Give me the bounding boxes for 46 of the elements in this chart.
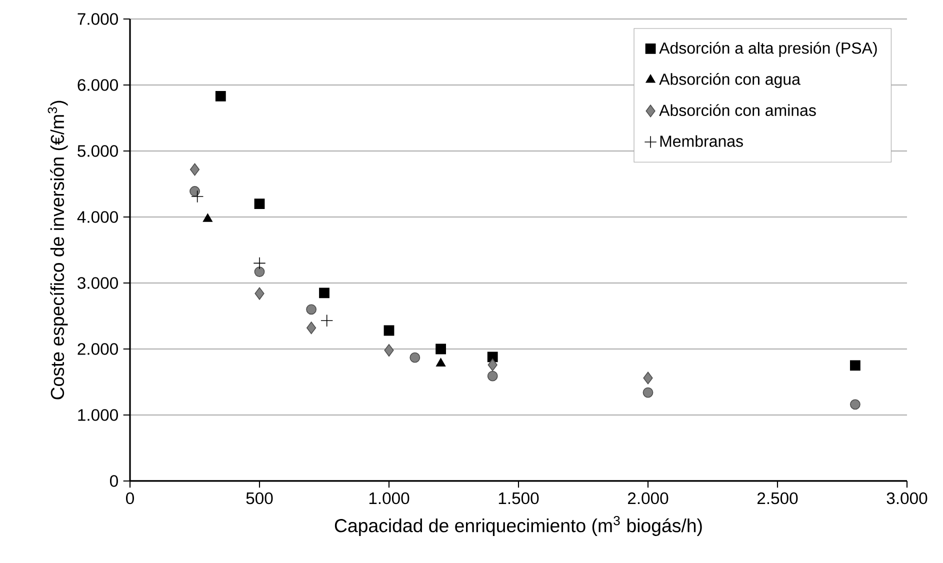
- point: [306, 304, 317, 315]
- point: [410, 352, 420, 363]
- point: [487, 370, 498, 382]
- x-tick-label: 1.000: [369, 492, 410, 504]
- legend-label: Membranas: [660, 135, 743, 147]
- x-tick-label: 3.000: [886, 492, 928, 504]
- point: [190, 186, 200, 196]
- point: [320, 314, 334, 327]
- point: [254, 266, 265, 277]
- point: [850, 360, 860, 371]
- point: [306, 322, 316, 334]
- y-tick-label: 1.000: [78, 409, 118, 421]
- x-tick-label: 0: [126, 492, 134, 504]
- y-tick-label: 6.000: [78, 79, 118, 91]
- point: [487, 352, 498, 362]
- legend-label: Adsorción a alta presión (PSA): [659, 42, 877, 57]
- point: [254, 198, 265, 209]
- point: [190, 163, 200, 176]
- y-tick-label: 4.000: [77, 211, 118, 223]
- point: [850, 399, 860, 410]
- point: [642, 387, 654, 398]
- point: [319, 288, 330, 298]
- point: [253, 256, 266, 270]
- point: [488, 358, 498, 372]
- point: [384, 344, 394, 357]
- x-axis-title: Capacidad de enriquecimiento (m$^{3}$ biogás/h): [334, 516, 702, 536]
- point: [191, 190, 204, 203]
- point: [384, 325, 394, 336]
- point: [202, 214, 212, 222]
- x-tick-label: 2.500: [757, 492, 798, 504]
- legend-label: Absorción con aminas: [659, 104, 816, 116]
- y-tick-label: 0: [110, 475, 118, 487]
- point: [436, 358, 446, 366]
- y-axis-title: Coste específico de inversión (€/m$^{3}$): [48, 100, 68, 400]
- x-tick-label: 2.000: [628, 492, 668, 504]
- legend-label: Absorción con agua: [659, 72, 800, 88]
- y-tick-label: 3.000: [78, 277, 118, 289]
- x-tick-label: 500: [246, 492, 273, 504]
- y-tick-label: 5.000: [78, 145, 118, 157]
- point: [215, 91, 226, 102]
- y-tick-label: 7.000: [78, 13, 118, 25]
- x-tick-label: 1.500: [498, 492, 539, 504]
- point: [643, 372, 653, 384]
- point: [436, 344, 446, 354]
- y-tick-label: 2.000: [78, 343, 118, 355]
- point: [254, 287, 264, 300]
